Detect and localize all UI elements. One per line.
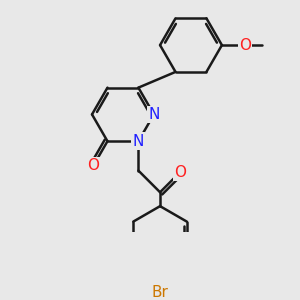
Text: Br: Br: [152, 285, 169, 300]
Text: N: N: [133, 134, 144, 149]
Text: O: O: [88, 158, 100, 173]
Text: N: N: [148, 107, 160, 122]
Text: O: O: [174, 164, 186, 179]
Text: O: O: [239, 38, 251, 52]
